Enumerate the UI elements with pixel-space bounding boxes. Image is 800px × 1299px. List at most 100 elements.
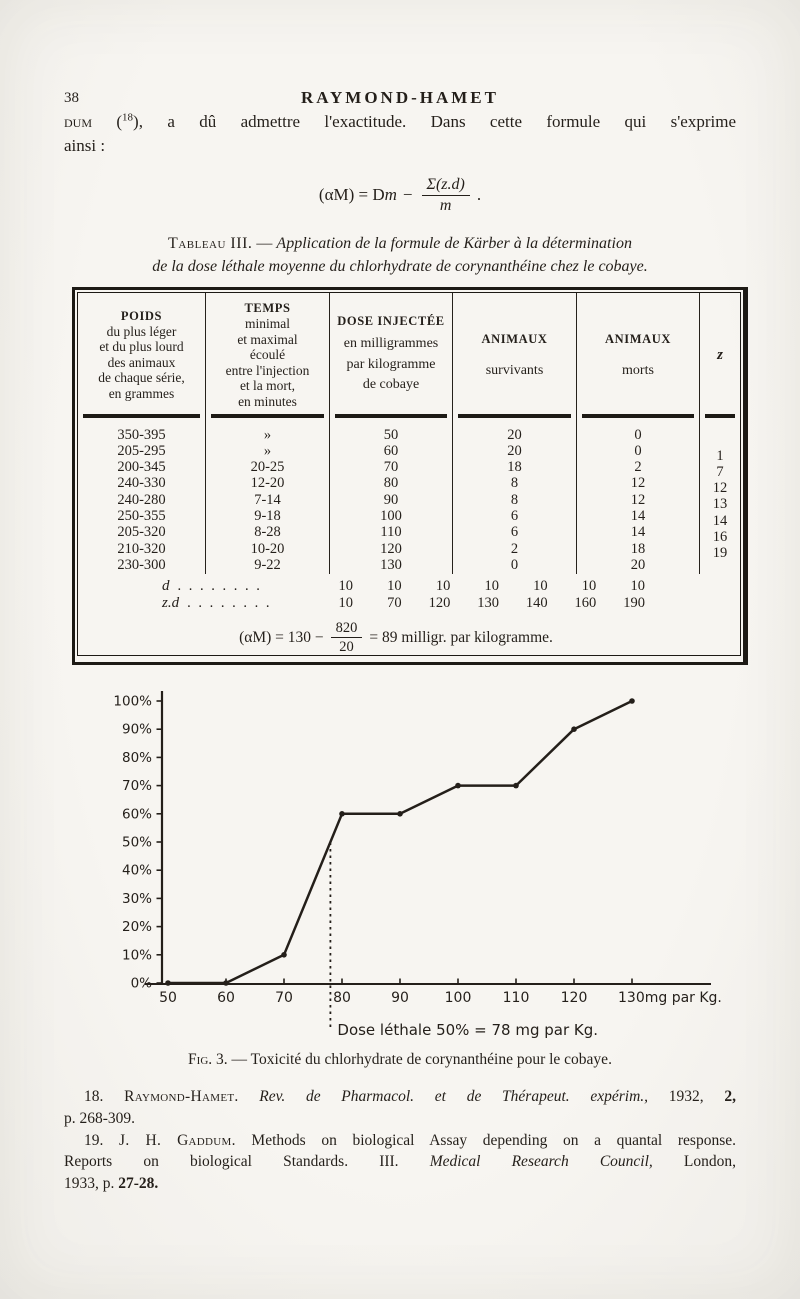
column-header-title: z (717, 346, 723, 363)
table-cell: 14 (712, 512, 728, 529)
result-denominator: 20 (339, 639, 354, 656)
data-point (223, 980, 229, 986)
ref-pages: 27-28. (118, 1175, 159, 1193)
leader-dots: . . . . . . . . (187, 595, 272, 611)
header-rule (458, 414, 571, 418)
header-rule (335, 414, 447, 418)
figure-caption-dash: — (227, 1051, 251, 1068)
ref-author: Raymond-Hamet. (124, 1088, 239, 1105)
table-cell: 1 (716, 447, 724, 464)
result-fraction: 820 20 (330, 620, 363, 656)
figure-3-chart: 0% 10% 20% 30% 40% 50% 60% 70% 80% 90% 100% 50 60 70 8… (113, 691, 722, 1039)
x-tick-label: 90 (391, 990, 409, 1006)
ref-publisher: Medical Research Council, (429, 1153, 653, 1171)
table-column-5: z 1 7 12 13 14 16 19 (700, 293, 740, 574)
table-cell: 120 (380, 540, 402, 557)
data-point (397, 811, 403, 817)
zd-row-label: z.d . . . . . . . . (162, 595, 332, 612)
table-cell: 13 (712, 496, 728, 513)
column-values: 350-395 205-295 200-345 240-330 240-280 250-3… (78, 418, 205, 574)
ref-city: London, (652, 1153, 736, 1171)
word-dum: dum (64, 112, 93, 131)
table-cell: 230-300 (117, 556, 166, 573)
calc-value: 10 (581, 578, 597, 594)
y-tick-label: 10% (122, 947, 152, 963)
table-cell: 14 (630, 524, 646, 541)
table-cell: » (263, 442, 272, 459)
y-tick-label: 90% (122, 722, 152, 738)
calc-value: 140 (525, 595, 548, 611)
x-tick-label: 70 (275, 990, 293, 1006)
d-row: d . . . . . . . . 10 10 10 10 10 10 10 (78, 578, 740, 595)
x-tick-label: 50 (159, 990, 177, 1006)
calc-value: 10 (387, 578, 402, 594)
y-tick-label: 50% (122, 835, 152, 851)
table-caption: Tableau III. — Application de la formule… (90, 233, 710, 278)
table-cell: 205-320 (117, 524, 166, 541)
calc-value: 10 (338, 595, 354, 611)
column-values: 50 60 70 80 90 100 110 120 130 (330, 418, 452, 574)
calc-value: 160 (574, 595, 597, 611)
d-row-label: d . . . . . . . . (162, 578, 332, 595)
table-cell: 50 (383, 426, 399, 443)
calc-value: 10 (630, 578, 645, 594)
table-cell: 9-18 (254, 507, 281, 524)
column-values: 0 0 2 12 12 14 14 18 20 (577, 418, 699, 574)
paren-open: ( (92, 112, 123, 131)
leader-dots: . . . . . . . . (177, 578, 262, 594)
calc-value: 10 (435, 578, 451, 594)
ref-number: 19. (84, 1131, 120, 1149)
table-cell: 0 (510, 556, 519, 573)
table-cell: 7-14 (254, 491, 281, 508)
ref-author: J. H. Gaddum. (119, 1131, 236, 1149)
table-cell: 8 (510, 491, 519, 508)
table-cell: 20 (507, 426, 522, 443)
y-tick-label: 0% (131, 976, 153, 992)
table-cell: 70 (383, 459, 399, 476)
table-cell: 10-20 (250, 540, 285, 557)
y-tick-label: 60% (122, 806, 152, 822)
table-column-0: POIDS du plus léger et du plus lourd des … (78, 293, 206, 574)
table-cell: 20-25 (250, 459, 285, 476)
footnote-ref-18: 18 (122, 111, 134, 124)
table-cell: 0 (634, 442, 642, 459)
table-cell: 6 (510, 524, 519, 541)
column-header-title: POIDS (120, 308, 163, 323)
table-caption-line-1: Tableau III. — Application de la formule… (90, 233, 710, 256)
data-point (629, 698, 635, 704)
d-symbol: d (162, 578, 170, 594)
running-head: RAYMOND-HAMET (301, 88, 499, 107)
table-cell: 2 (634, 459, 642, 476)
paragraph-text: ), a dû admettre l'exactitude. Dans cett… (133, 112, 736, 131)
result-numerator: 820 (330, 620, 363, 639)
table-result-formula: (αM) = 130 − 820 20 = 89 milligr. par kilog… (78, 620, 740, 655)
table-cell: 80 (383, 475, 399, 492)
table-cell: 19 (712, 545, 728, 562)
table-cell: 210-320 (117, 540, 166, 557)
results-table: POIDS du plus léger et du plus lourd des … (72, 287, 748, 665)
table-cell: 20 (630, 556, 646, 573)
reference-19-line-1: 19. J. H. Gaddum. Methods on biological … (64, 1130, 736, 1152)
table-cell: 240-280 (117, 491, 166, 508)
table-cell: 18 (630, 540, 646, 557)
caption-text-2: de la dose léthale moyenne du chlorhydra… (152, 257, 648, 275)
y-tick-label: 100% (113, 694, 152, 710)
table-cell: 14 (630, 507, 646, 524)
figure-caption: Fig. 3. — Toxicité du chlorhydrate de co… (0, 1051, 800, 1069)
reference-18-line-2: p. 268-309. (64, 1109, 136, 1127)
table-cell: 350-395 (117, 426, 166, 443)
results-table-inner: POIDS du plus léger et du plus lourd des … (77, 292, 741, 656)
figure-caption-text: Toxicité du chlorhydrate de corynanthéin… (250, 1051, 612, 1068)
minus-sign: − (402, 185, 413, 204)
column-header-subtitle: survivants (485, 362, 544, 378)
column-header-title: TEMPS (244, 301, 291, 315)
table-column-3: ANIMAUX survivants 20 20 18 8 8 6 6 2 0 (453, 293, 577, 574)
calc-value: 190 (623, 595, 645, 611)
column-header-title: ANIMAUX (605, 331, 671, 346)
zd-row-values: 10 70 120 130 140 160 190 (323, 595, 645, 612)
column-header: ANIMAUX survivants (453, 293, 576, 414)
x-tick-label: 120 (561, 990, 588, 1006)
fraction: Σ(z.d) m (421, 176, 470, 215)
column-header: z (700, 293, 740, 414)
